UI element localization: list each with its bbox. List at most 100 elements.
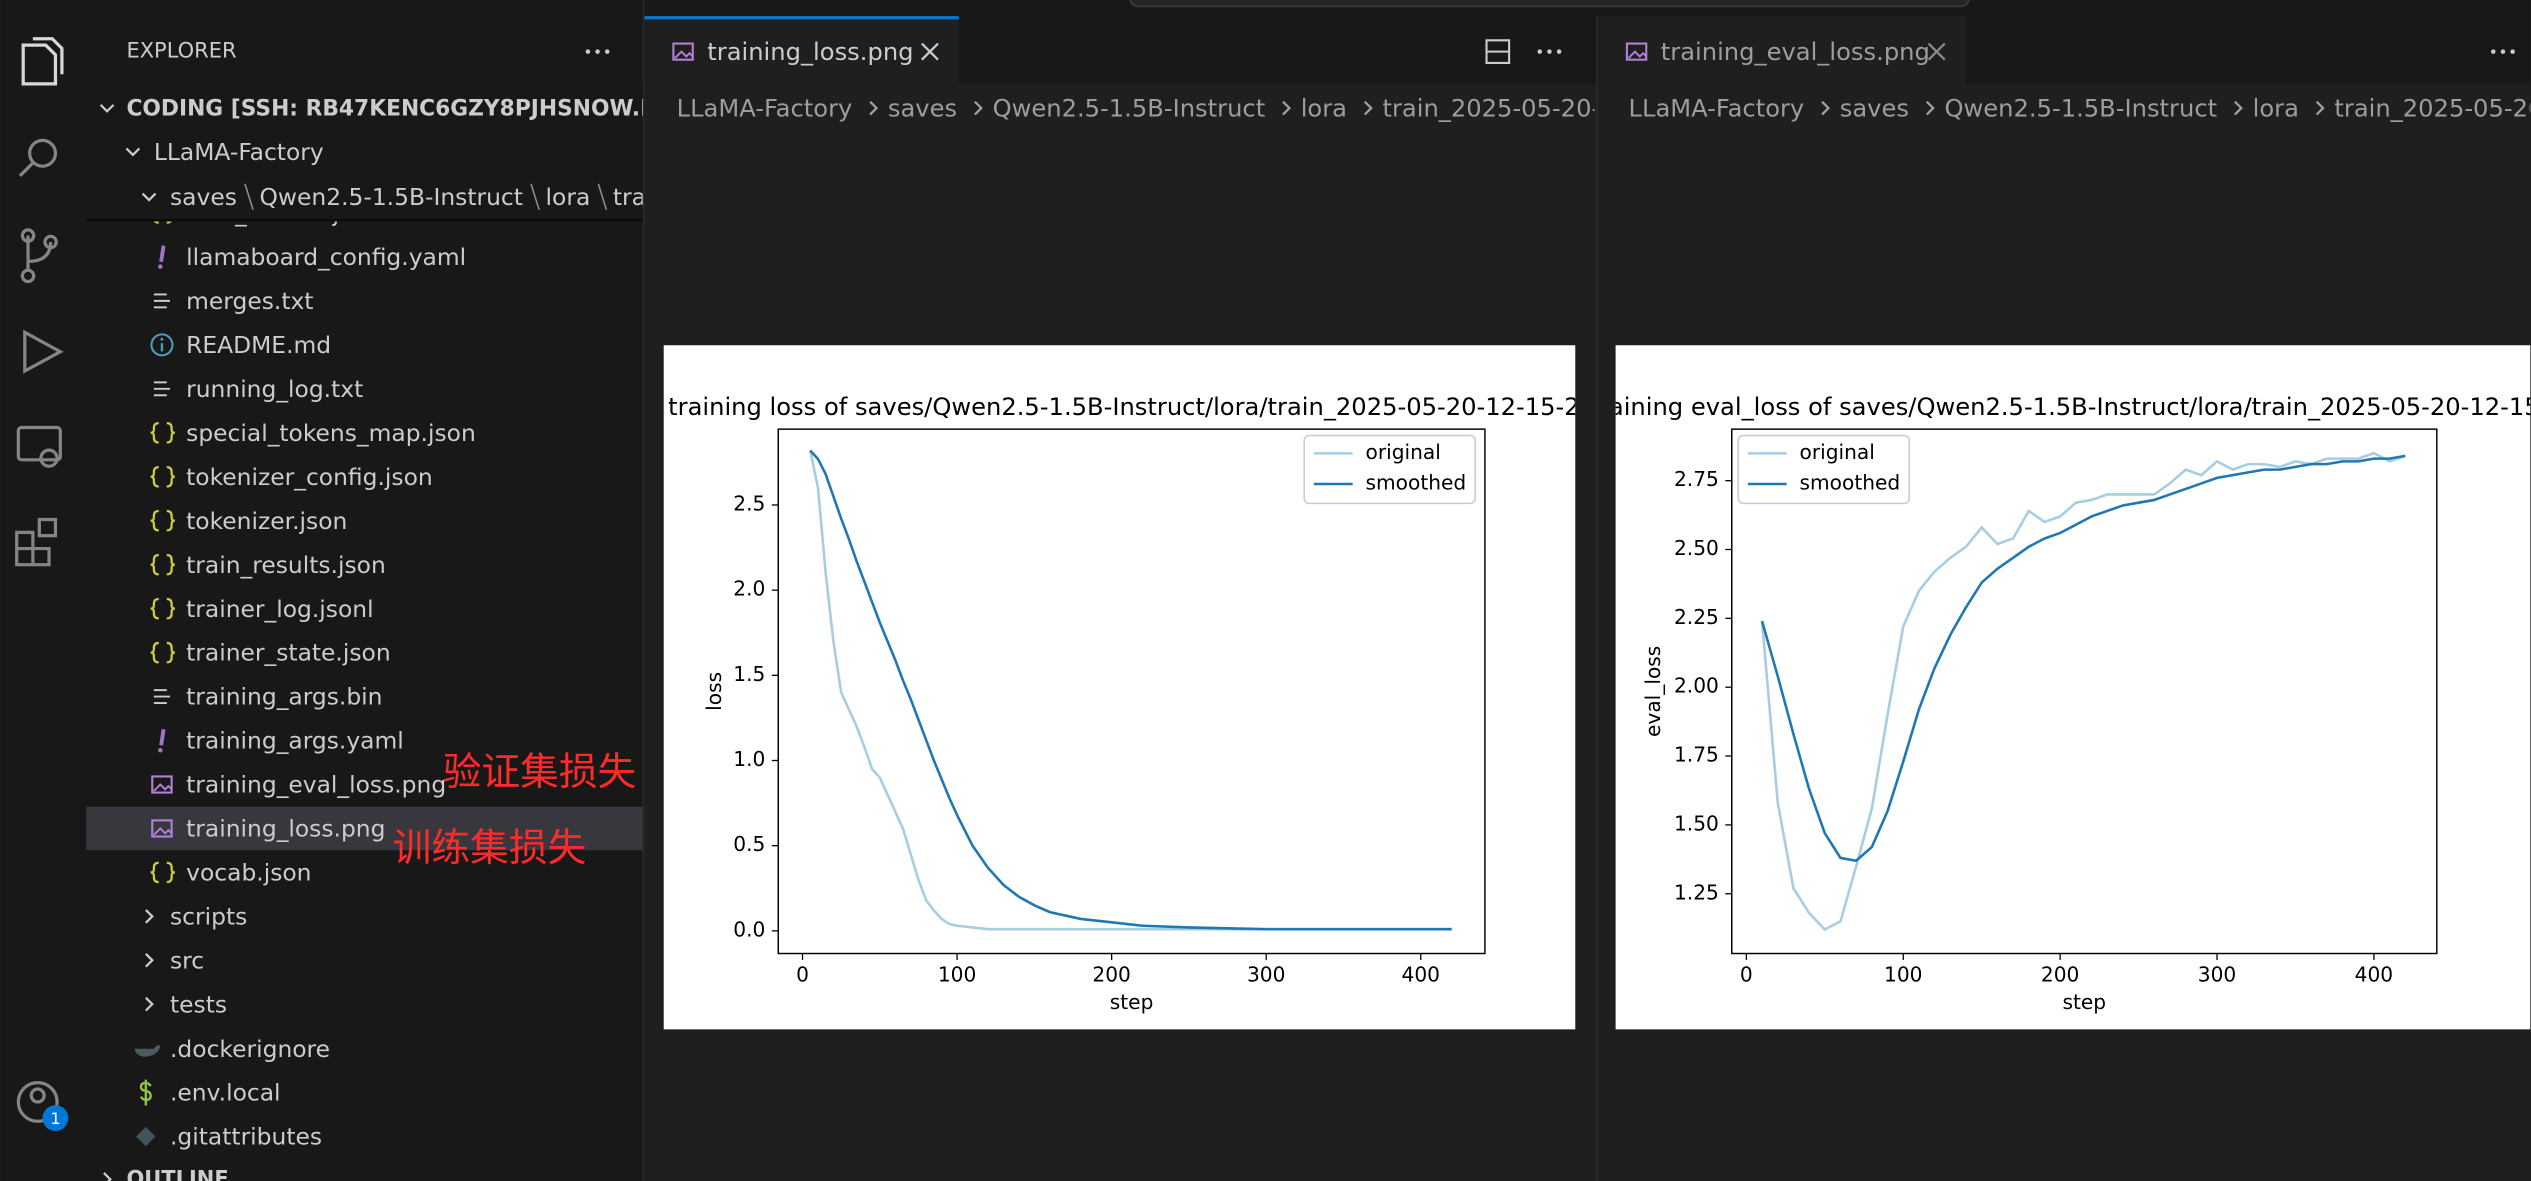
path-segment[interactable]: Qwen2.5-1.5B-Instruct [260, 183, 523, 211]
y-axis-label: eval_loss [1641, 646, 1665, 737]
remote-icon[interactable] [16, 425, 62, 462]
editor-group-2: training_eval_loss.png LLaMA-Factory saves… [1597, 16, 2531, 1181]
folder-name[interactable]: LLaMA-Factory [154, 138, 324, 166]
file-name[interactable]: vocab.json [186, 859, 311, 887]
search-icon[interactable] [28, 138, 58, 168]
file-name[interactable]: tokenizer_config.json [186, 463, 433, 491]
file-name[interactable]: training_loss.png [186, 815, 385, 843]
tab-title[interactable]: training_loss.png [707, 38, 913, 66]
chevron [145, 996, 154, 1012]
more-dot [2491, 49, 2496, 54]
file-name[interactable]: README.md [186, 331, 331, 359]
path-segment[interactable]: saves [170, 183, 237, 211]
folder-name[interactable]: tests [170, 990, 227, 1018]
chevron [125, 147, 141, 157]
breadcrumb[interactable]: saves [888, 95, 957, 123]
breadcrumb[interactable]: lora [1301, 95, 1347, 123]
selected-row[interactable] [86, 806, 643, 851]
file-name[interactable]: running_log.txt [186, 375, 363, 403]
breadcrumb[interactable]: LLaMA-Factory [677, 95, 853, 123]
file-name[interactable]: .gitattributes [170, 1123, 322, 1151]
x-tick-label: 200 [2041, 963, 2079, 987]
yaml-icon [159, 728, 166, 746]
y-tick-label: 2.0 [733, 577, 765, 601]
image-icon [672, 42, 694, 61]
file-name[interactable]: training_args.yaml [186, 727, 404, 755]
chevron [99, 104, 115, 113]
axes-frame [777, 428, 1486, 955]
chevron [145, 909, 154, 924]
chevron [1363, 100, 1373, 116]
activity-icons [15, 37, 64, 1123]
file-name[interactable]: merges.txt [186, 287, 313, 315]
run-icon[interactable] [23, 329, 64, 374]
breadcrumb[interactable]: Qwen2.5-1.5B-Instruct [1944, 95, 2217, 123]
image-icon [153, 783, 173, 792]
tab-close[interactable] [1927, 42, 1946, 61]
file-name[interactable]: trainer_state.json [186, 639, 391, 667]
activity-bar [0, 0, 87, 1181]
badge-count: 1 [50, 1109, 60, 1128]
json-icon [150, 641, 175, 664]
more-dot [585, 49, 591, 54]
chevron [141, 192, 157, 202]
file-name[interactable]: llamaboard_config.yaml [186, 243, 466, 271]
chevron [1925, 100, 1935, 116]
breadcrumb[interactable]: LLaMA-Factory [1629, 95, 1805, 123]
axes-frame [1731, 428, 2438, 955]
account-icon[interactable] [16, 1080, 59, 1123]
y-tick-label: 1.5 [733, 662, 765, 686]
file-name[interactable]: training_args.bin [186, 683, 382, 711]
annotation: 训练集损失 [393, 826, 587, 871]
legend-label: original [1366, 440, 1441, 464]
breadcrumb[interactable]: lora [2253, 95, 2299, 123]
chevron [145, 953, 154, 968]
extensions-icon[interactable] [15, 517, 58, 567]
tab-title[interactable]: training_eval_loss.png [1661, 38, 1930, 66]
y-tick-label: 2.75 [1674, 467, 1719, 491]
tab[interactable] [644, 16, 959, 84]
legend-label: original [1800, 440, 1875, 464]
x-tick-label: 300 [1247, 963, 1285, 987]
path-segment[interactable]: lora [546, 183, 591, 211]
tab-close[interactable] [921, 42, 939, 61]
more-dot [1556, 49, 1562, 54]
breadcrumb[interactable]: train_2025-05-20-12- [2334, 95, 2531, 123]
json-icon [150, 465, 175, 488]
image-icon [151, 775, 173, 794]
folder-name[interactable]: src [170, 946, 204, 974]
more-dot [1547, 49, 1552, 54]
file-name[interactable]: trainer_log.jsonl [186, 595, 373, 623]
split-editor[interactable] [1485, 39, 1511, 64]
tab[interactable] [1597, 16, 1966, 84]
json-icon [150, 597, 175, 620]
folder-name[interactable]: scripts [170, 903, 247, 931]
json-icon [150, 421, 175, 444]
json-icon [150, 553, 175, 576]
chevron [2234, 100, 2243, 116]
more-dot [1537, 49, 1543, 54]
file-name[interactable]: tokenizer.json [186, 507, 347, 535]
breadcrumb[interactable]: Qwen2.5-1.5B-Instruct [993, 95, 1266, 123]
image-icon [674, 50, 694, 59]
x-tick-label: 400 [2355, 963, 2393, 987]
series-line [808, 450, 1452, 931]
workspace-name[interactable]: CODING [SSH: RB47KENC6GZY8PJHSNOW.DEE... [126, 97, 712, 122]
path-segment[interactable]: trai... [613, 183, 675, 211]
breadcrumb[interactable]: train_2025-05-20-12-1 [1382, 95, 1655, 123]
file-name[interactable]: .env.local [170, 1079, 281, 1107]
y-tick-label: 2.50 [1674, 536, 1719, 560]
file-name[interactable]: .dockerignore [170, 1035, 330, 1063]
chevron [103, 1172, 112, 1181]
file-name[interactable]: special_tokens_map.json [186, 419, 476, 447]
file-name[interactable]: training_eval_loss.png [186, 771, 446, 799]
file-name[interactable]: train_results.json [186, 551, 386, 579]
chevron [974, 100, 983, 116]
explorer-icon[interactable] [21, 37, 64, 86]
y-tick-label: 1.25 [1674, 880, 1719, 904]
chart: training eval_loss of saves/Qwen2.5-1.5B… [1616, 393, 2531, 1014]
breadcrumb[interactable]: saves [1840, 95, 1909, 123]
outline-title[interactable]: OUTLINE [126, 1166, 228, 1181]
git-icon [136, 1126, 156, 1147]
command-center[interactable] [1129, 0, 1970, 8]
